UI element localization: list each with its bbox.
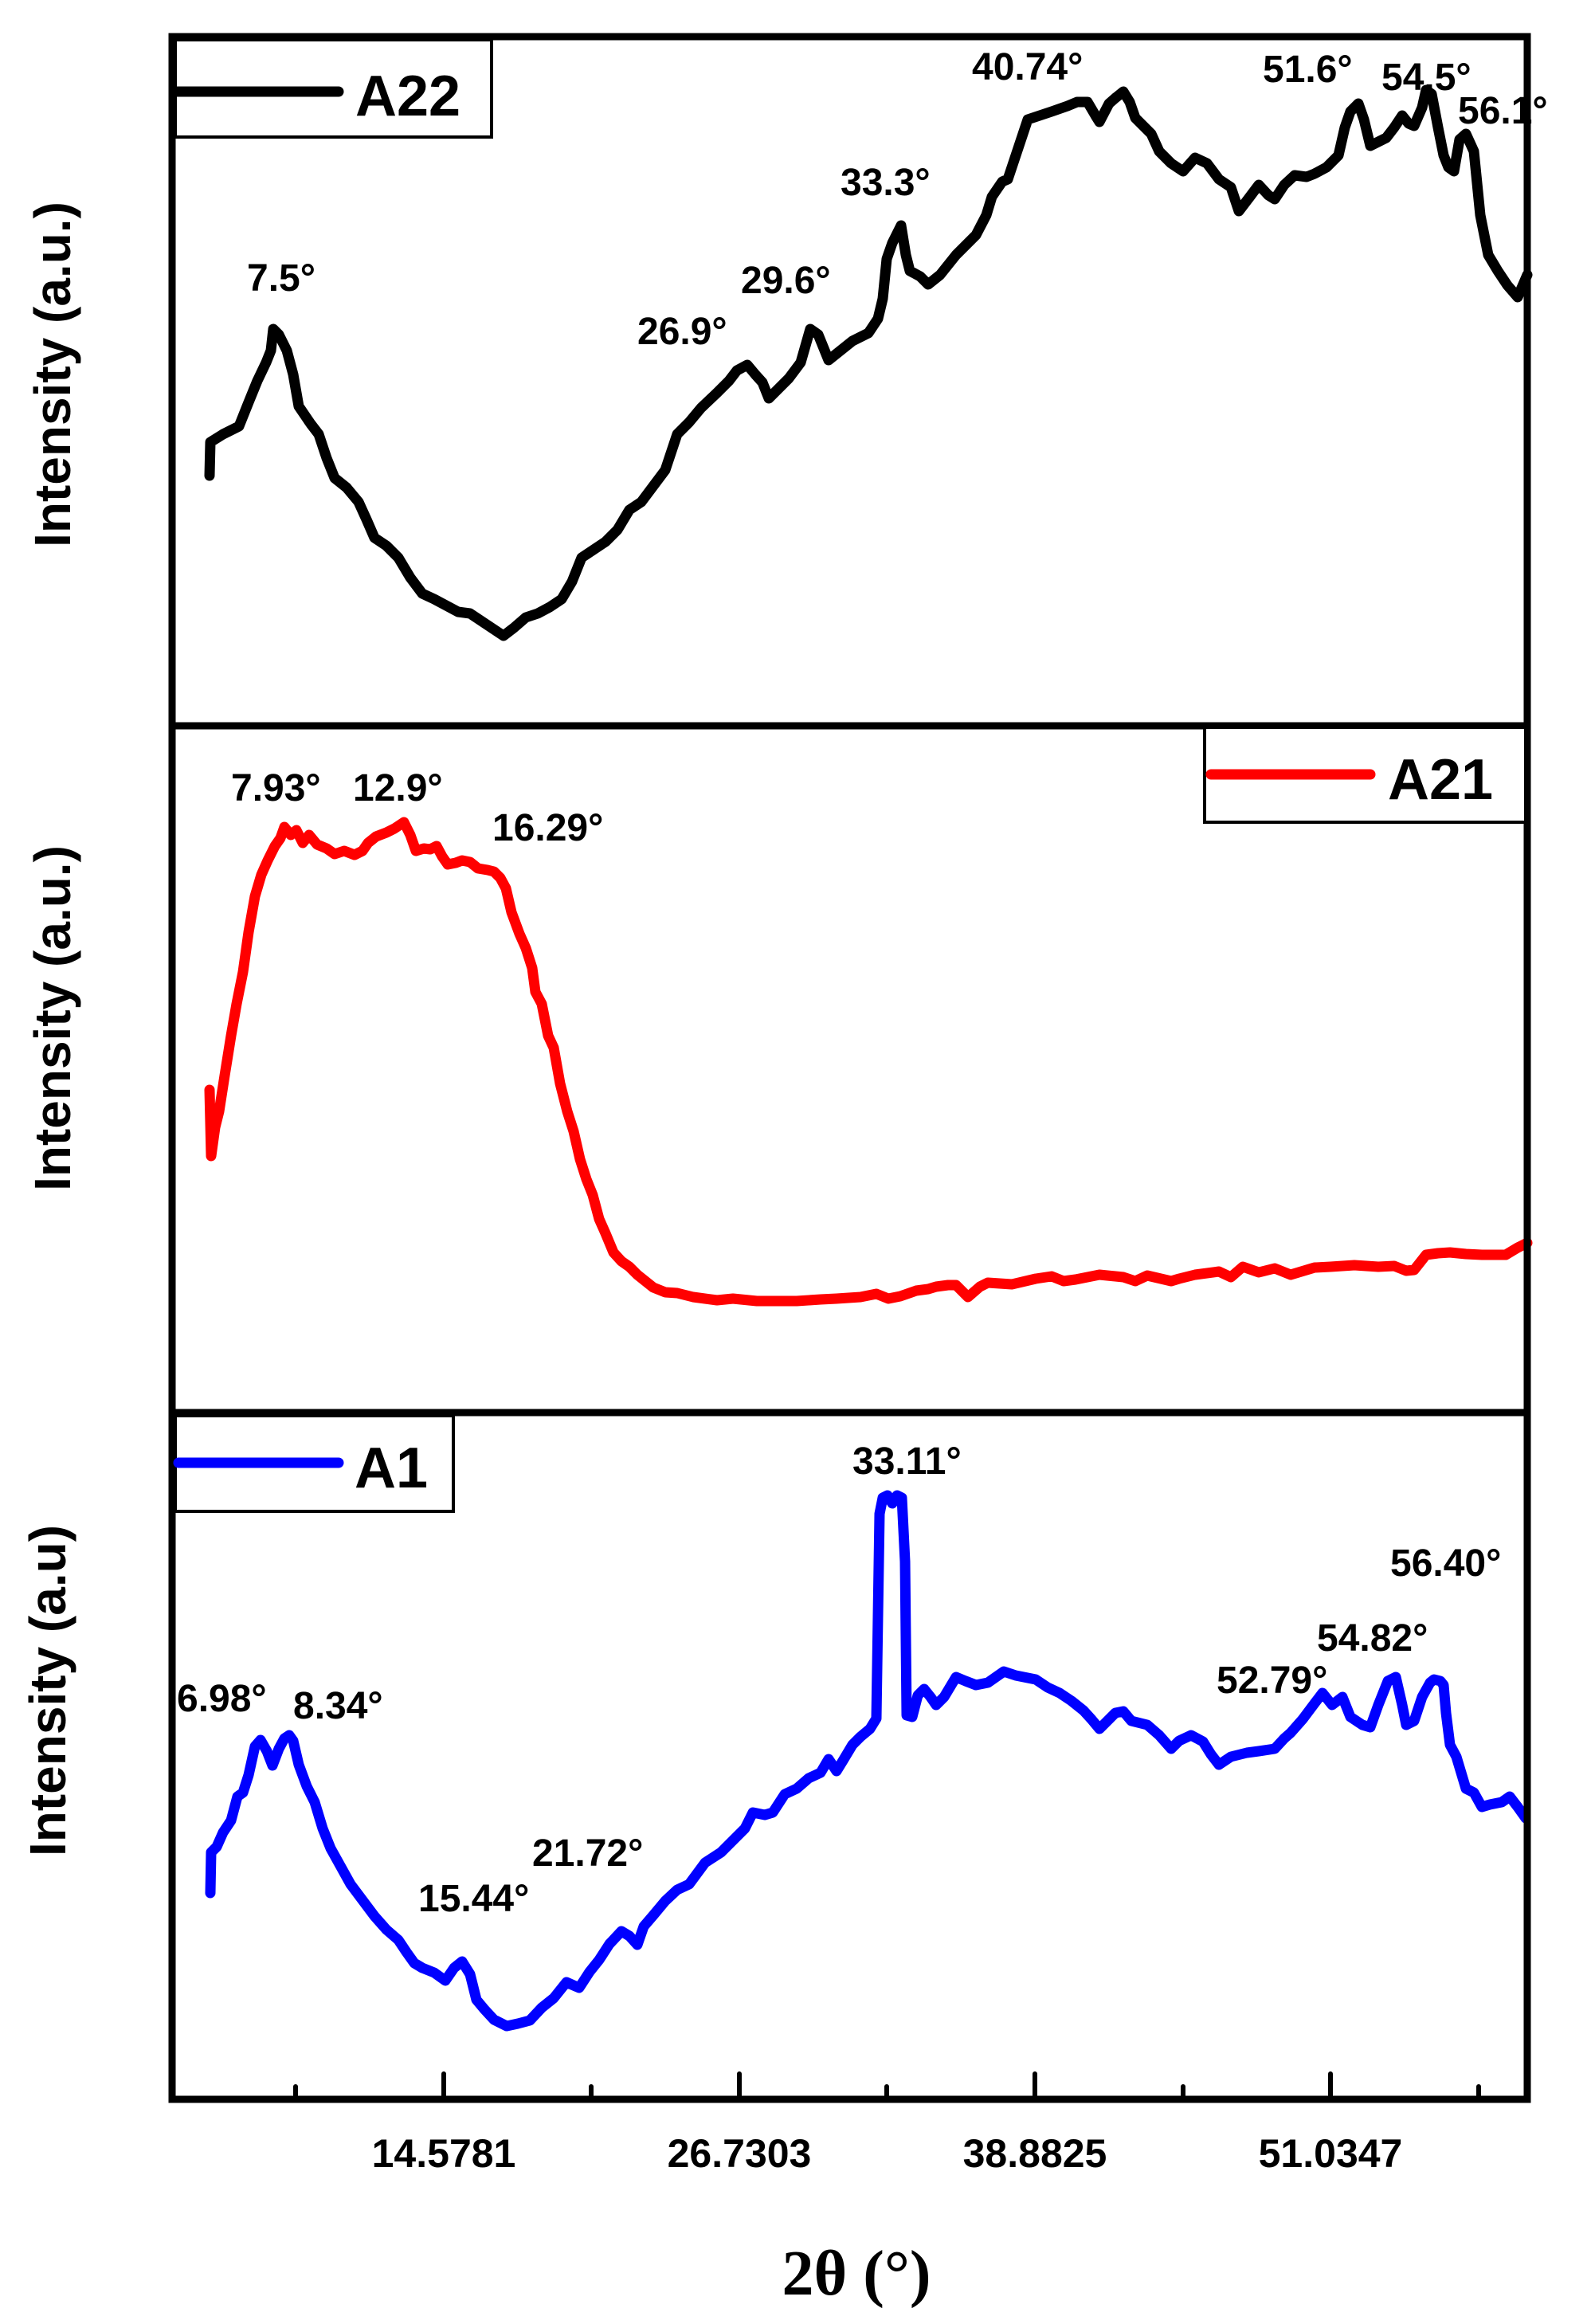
x-tick-label: 38.8825 — [963, 2131, 1107, 2176]
y-axis-title-a22: Intensity (a.u.) — [24, 202, 81, 547]
series-a1-curve — [205, 1490, 1531, 2032]
legend-a21: A21 — [1203, 726, 1527, 824]
peak-label-a1: 21.72° — [532, 1832, 643, 1875]
peak-label-a21: 12.9° — [353, 767, 443, 809]
plot-border — [168, 33, 1531, 2103]
peak-label-a22: 54.5° — [1381, 57, 1471, 99]
peak-label-a22: 40.74° — [972, 46, 1083, 88]
x-tick-labels: 14.5781 26.7303 38.8825 51.0347 — [372, 2131, 1403, 2176]
peak-label-a22: 56.1° — [1458, 90, 1548, 132]
peak-label-a22: 7.5° — [247, 257, 315, 300]
peak-label-a1: 56.40° — [1390, 1542, 1501, 1585]
peak-label-a22: 29.6° — [741, 260, 831, 302]
legend-a22: A22 — [171, 38, 493, 139]
peak-label-a22: 33.3° — [841, 162, 931, 204]
y-axis-title-a1: Intensity (a.u) — [19, 1525, 76, 1856]
peak-label-a22: 26.9° — [637, 311, 727, 353]
x-axis-title: 2θ (°) — [782, 2239, 931, 2309]
peak-label-a21: 16.29° — [492, 807, 603, 849]
legend-label-a22: A22 — [355, 65, 460, 128]
series-a21-curve — [204, 817, 1533, 1307]
legend-label-a21: A21 — [1388, 748, 1493, 812]
y-axis-title-a21: Intensity (a.u.) — [24, 845, 81, 1191]
peak-label-a1: 6.98° — [177, 1678, 267, 1720]
peak-label-a1: 52.79° — [1217, 1660, 1327, 1702]
peak-annotations: 7.5° 26.9° 29.6° 33.3° 40.74° 51.6° 54.5°56.1°… — [177, 46, 1548, 1920]
peak-label-a1: 8.34° — [293, 1685, 383, 1727]
peak-label-a1: 15.44° — [418, 1878, 529, 1920]
x-axis-ticks — [293, 2071, 1481, 2102]
x-tick-label: 14.5781 — [372, 2131, 516, 2176]
x-tick-label: 51.0347 — [1259, 2131, 1403, 2176]
peak-label-a22: 51.6° — [1263, 49, 1353, 91]
legend-label-a1: A1 — [355, 1436, 428, 1500]
x-tick-label: 26.7303 — [668, 2131, 812, 2176]
peak-label-a21: 7.93° — [231, 767, 321, 809]
peak-label-a1: 33.11° — [852, 1440, 962, 1483]
series-a22-curve — [204, 84, 1533, 641]
peak-label-a1: 54.82° — [1317, 1617, 1428, 1660]
legend-a1: A1 — [173, 1414, 455, 1513]
